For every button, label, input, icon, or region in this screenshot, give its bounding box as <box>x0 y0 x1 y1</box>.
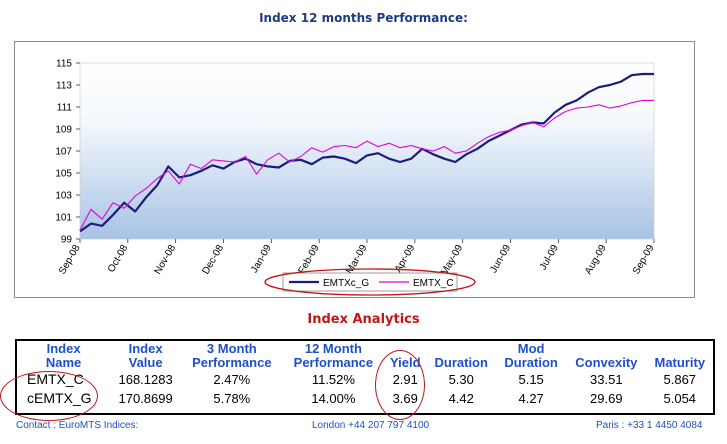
x-tick-label: Jul-09 <box>538 243 561 272</box>
contact-london: London +44 207 797 4100 <box>312 420 430 431</box>
table-row: EMTX_C 168.1283 2.47% 11.52% 2.91 5.30 5… <box>17 370 713 389</box>
y-tick-label: 109 <box>55 125 72 136</box>
performance-chart: 99 101 103 105 107 109 111 113 115 Sep-08 Oct-08 N… <box>55 59 657 296</box>
header-index-value: Index Value <box>128 341 163 370</box>
x-tick-label: Mar-09 <box>344 243 370 276</box>
header-yield: Yield <box>389 355 421 370</box>
header-12m-performance: 12 Month Performance <box>293 341 374 370</box>
y-tick-label: 103 <box>55 191 72 202</box>
header-maturity: Maturity <box>654 355 706 370</box>
y-tick-label: 111 <box>57 103 73 114</box>
series-line-EMTX_C <box>79 99 654 231</box>
analytics-table-box: Index Name Index Value 3 Month Performance … <box>15 339 715 415</box>
y-tick-label: 115 <box>56 59 72 70</box>
y-tick-label: 113 <box>56 81 72 92</box>
x-tick-label: Nov-08 <box>153 243 179 277</box>
x-tick-label: Oct-08 <box>106 243 131 275</box>
cell-maturity: 5.867 <box>663 372 697 387</box>
y-tick-label: 99 <box>61 235 73 246</box>
cell-mod-duration: 5.15 <box>518 372 544 387</box>
cell-convexity: 29.69 <box>590 391 623 406</box>
plot-area <box>79 62 655 240</box>
cell-index-name: cEMTX_G <box>27 390 92 406</box>
cell-12m-performance: 11.52% <box>311 372 355 387</box>
header-duration: Duration <box>434 355 488 370</box>
contact-paris: Paris : +33 1 4450 4084 <box>596 420 703 431</box>
x-axis: Sep-08 Oct-08 Nov-08 Dec-08 Jan-09 Feb-09 Mar-… <box>57 239 657 277</box>
x-tick-label: Jun-09 <box>488 243 513 275</box>
x-tick-label: Aug-09 <box>583 243 609 277</box>
cell-maturity: 5.054 <box>663 391 697 406</box>
cell-yield: 3.69 <box>392 391 418 406</box>
header-index-name: Index Name <box>45 341 82 370</box>
cell-index-value: 168.1283 <box>118 372 173 387</box>
series-group <box>79 72 654 233</box>
table-header-row: Index Name Index Value 3 Month Performance … <box>17 341 713 370</box>
cell-convexity: 33.51 <box>590 372 623 387</box>
chart-frame: 99 101 103 105 107 109 111 113 115 Sep-08 Oct-08 N… <box>14 41 695 298</box>
x-tick-label: Jan-09 <box>249 243 274 275</box>
header-convexity: Convexity <box>575 355 638 370</box>
x-tick-label: Sep-09 <box>631 243 657 277</box>
y-tick-label: 101 <box>55 213 72 224</box>
legend-label: EMTX_C <box>413 278 454 289</box>
y-axis: 99 101 103 105 107 109 111 113 115 <box>55 59 80 246</box>
contact-label: Contact : EuroMTS Indices: <box>16 420 139 431</box>
y-tick-label: 105 <box>55 169 72 180</box>
cell-index-value: 170.8699 <box>118 391 173 406</box>
chart-title: Index 12 months Performance: <box>259 11 468 25</box>
analytics-table: Index Name Index Value 3 Month Performance … <box>17 341 713 408</box>
cell-12m-performance: 14.00% <box>311 391 356 406</box>
header-mod-duration: Mod Duration <box>504 341 558 370</box>
cell-3m-performance: 2.47% <box>213 372 251 387</box>
legend-label: EMTXc_G <box>323 278 369 289</box>
legend-box <box>282 272 458 292</box>
y-tick-label: 107 <box>55 147 72 158</box>
series-line-EMTXc_G <box>79 72 654 233</box>
legend-highlight-circle <box>264 268 476 296</box>
cell-mod-duration: 4.27 <box>518 391 544 406</box>
x-tick-label: Sep-08 <box>57 243 83 277</box>
cell-yield: 2.91 <box>392 372 418 387</box>
analytics-title: Index Analytics <box>307 312 420 327</box>
header-3m-performance: 3 Month Performance <box>192 341 272 370</box>
cell-duration: 5.30 <box>448 372 474 387</box>
x-tick-label: Dec-08 <box>200 243 226 277</box>
cell-duration: 4.42 <box>448 391 474 406</box>
legend: EMTXc_G EMTX_C <box>282 272 458 292</box>
cell-index-name: EMTX_C <box>27 371 84 387</box>
table-row: cEMTX_G 170.8699 5.78% 14.00% 3.69 4.42 … <box>17 389 713 408</box>
cell-3m-performance: 5.78% <box>213 391 251 406</box>
